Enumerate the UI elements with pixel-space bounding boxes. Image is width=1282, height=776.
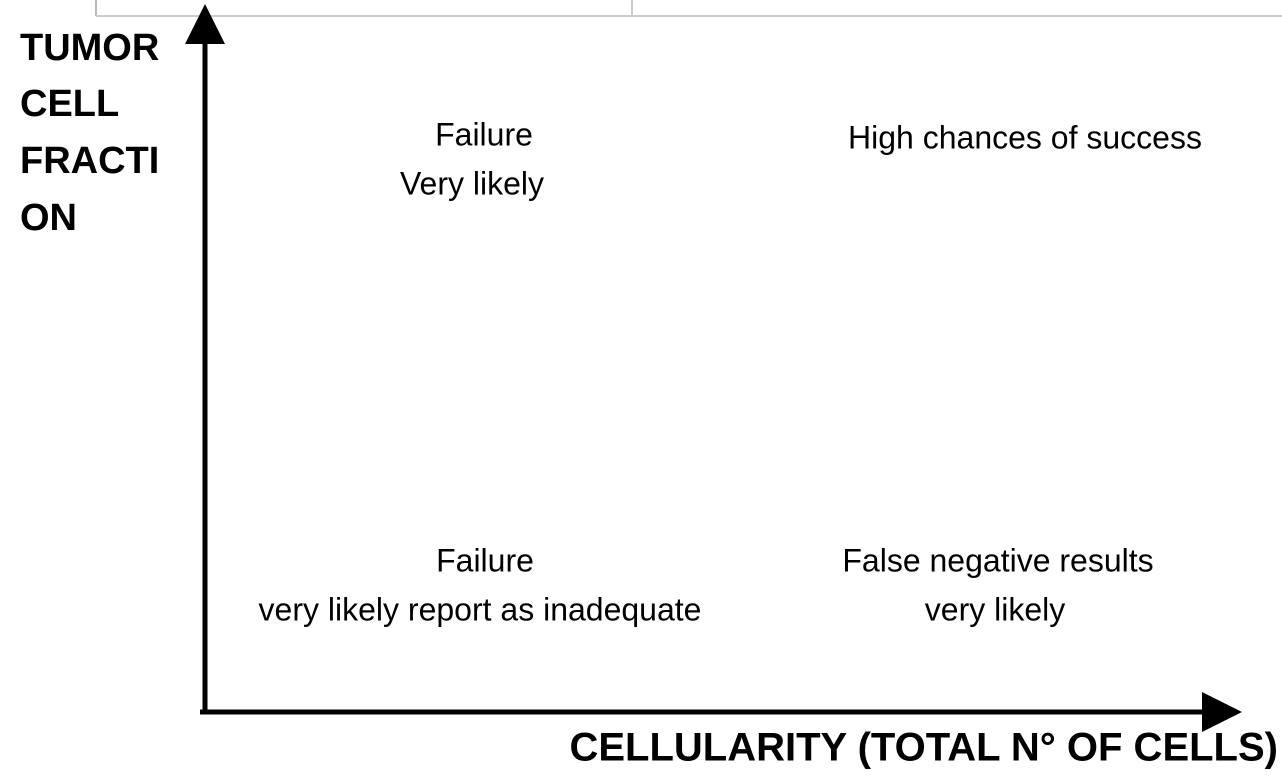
quadrant-text: very likely report as inadequate bbox=[259, 591, 702, 627]
quadrant-text: Failure bbox=[435, 116, 533, 152]
y-axis-label: ON bbox=[20, 197, 77, 239]
quadrant-text: very likely bbox=[925, 591, 1065, 627]
x-axis-label: CELLULARITY (TOTAL N° OF CELLS) bbox=[569, 726, 1278, 770]
y-axis-label: TUMOR bbox=[20, 27, 159, 69]
axis-mask bbox=[186, 590, 204, 640]
y-axis-label: FRACTI bbox=[20, 140, 159, 182]
header-table-edge bbox=[95, 0, 1282, 17]
quadrant-text: False negative results bbox=[842, 542, 1153, 578]
quadrant-text: Very likely bbox=[400, 165, 544, 201]
y-axis-label: CELL bbox=[20, 83, 119, 125]
quadrant-text: High chances of success bbox=[848, 119, 1202, 155]
quadrant-text: Failure bbox=[436, 542, 534, 578]
